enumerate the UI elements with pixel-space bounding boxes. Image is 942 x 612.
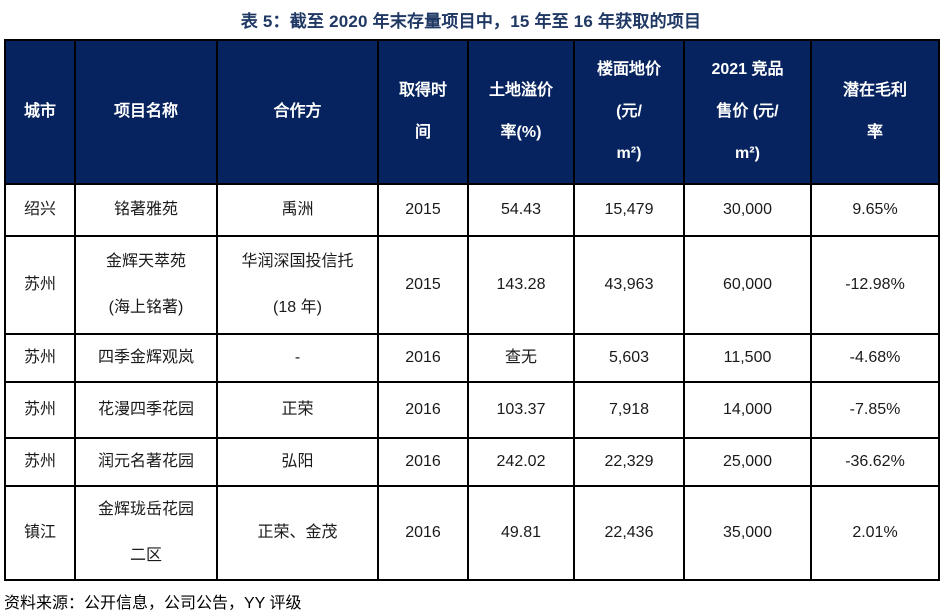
- cell-land-premium: 查无: [467, 333, 575, 383]
- cell-acquired-year: 2015: [377, 235, 469, 335]
- cell-city: 绍兴: [4, 183, 76, 237]
- source-note: 资料来源：公开信息，公司公告，YY 评级: [4, 595, 302, 612]
- cell-land-premium: 54.43: [467, 183, 575, 237]
- cell-project-name: 铭著雅苑: [74, 183, 218, 237]
- cell-city: 苏州: [4, 437, 76, 487]
- cell-city: 苏州: [4, 235, 76, 335]
- cell-project-name: 四季金辉观岚: [74, 333, 218, 383]
- cell-gross-margin: 9.65%: [810, 183, 940, 237]
- cell-acquired-year: 2016: [377, 485, 469, 581]
- table-row: 苏州 四季金辉观岚 - 2016 查无 5,603 11,500 -4.68%: [4, 333, 940, 383]
- cell-floor-price: 22,436: [573, 485, 685, 581]
- cell-partner: 正荣、金茂: [216, 485, 379, 581]
- cell-land-premium: 103.37: [467, 381, 575, 439]
- cell-acquired-year: 2016: [377, 437, 469, 487]
- column-header-partner: 合作方: [216, 39, 379, 185]
- column-header-gross-margin: 潜在毛利 率: [810, 39, 940, 185]
- cell-comp-price: 30,000: [683, 183, 812, 237]
- cell-city: 苏州: [4, 381, 76, 439]
- cell-gross-margin: -7.85%: [810, 381, 940, 439]
- cell-floor-price: 43,963: [573, 235, 685, 335]
- column-header-2021-comp-price: 2021 竞品 售价 (元/ m²): [683, 39, 812, 185]
- cell-partner: 禹洲: [216, 183, 379, 237]
- table-row: 苏州 金辉天萃苑 (海上铭著) 华润深国投信托 (18 年) 2015 143.…: [4, 235, 940, 335]
- table-row: 绍兴 铭著雅苑 禹洲 2015 54.43 15,479 30,000 9.65…: [4, 183, 940, 237]
- cell-acquired-year: 2016: [377, 333, 469, 383]
- cell-gross-margin: -12.98%: [810, 235, 940, 335]
- cell-comp-price: 60,000: [683, 235, 812, 335]
- table-row: 苏州 花漫四季花园 正荣 2016 103.37 7,918 14,000 -7…: [4, 381, 940, 439]
- cell-comp-price: 14,000: [683, 381, 812, 439]
- column-header-acquired-year: 取得时 间: [377, 39, 469, 185]
- cell-land-premium: 143.28: [467, 235, 575, 335]
- cell-partner: 弘阳: [216, 437, 379, 487]
- cell-floor-price: 5,603: [573, 333, 685, 383]
- table-row: 苏州 润元名著花园 弘阳 2016 242.02 22,329 25,000 -…: [4, 437, 940, 487]
- cell-floor-price: 22,329: [573, 437, 685, 487]
- cell-acquired-year: 2015: [377, 183, 469, 237]
- cell-gross-margin: -4.68%: [810, 333, 940, 383]
- column-header-project-name: 项目名称: [74, 39, 218, 185]
- cell-project-name: 润元名著花园: [74, 437, 218, 487]
- cell-floor-price: 15,479: [573, 183, 685, 237]
- cell-project-name: 金辉珑岳花园 二区: [74, 485, 218, 581]
- cell-gross-margin: 2.01%: [810, 485, 940, 581]
- cell-partner: 正荣: [216, 381, 379, 439]
- cell-acquired-year: 2016: [377, 381, 469, 439]
- cell-gross-margin: -36.62%: [810, 437, 940, 487]
- header-row: 城市 项目名称 合作方 取得时 间 土地溢价 率(%) 楼面地价 (元/ m²)…: [4, 39, 940, 185]
- table-row: 镇江 金辉珑岳花园 二区 正荣、金茂 2016 49.81 22,436 35,…: [4, 485, 940, 581]
- cell-land-premium: 242.02: [467, 437, 575, 487]
- table-title: 表 5：截至 2020 年末存量项目中，15 年至 16 年获取的项目: [240, 12, 702, 31]
- cell-partner: -: [216, 333, 379, 383]
- cell-land-premium: 49.81: [467, 485, 575, 581]
- cell-comp-price: 11,500: [683, 333, 812, 383]
- cell-comp-price: 25,000: [683, 437, 812, 487]
- cell-floor-price: 7,918: [573, 381, 685, 439]
- cell-comp-price: 35,000: [683, 485, 812, 581]
- column-header-city: 城市: [4, 39, 76, 185]
- column-header-floor-price: 楼面地价 (元/ m²): [573, 39, 685, 185]
- cell-city: 苏州: [4, 333, 76, 383]
- projects-table: 城市 项目名称 合作方 取得时 间 土地溢价 率(%) 楼面地价 (元/ m²)…: [4, 39, 940, 581]
- cell-partner: 华润深国投信托 (18 年): [216, 235, 379, 335]
- column-header-land-premium: 土地溢价 率(%): [467, 39, 575, 185]
- cell-project-name: 金辉天萃苑 (海上铭著): [74, 235, 218, 335]
- cell-project-name: 花漫四季花园: [74, 381, 218, 439]
- cell-city: 镇江: [4, 485, 76, 581]
